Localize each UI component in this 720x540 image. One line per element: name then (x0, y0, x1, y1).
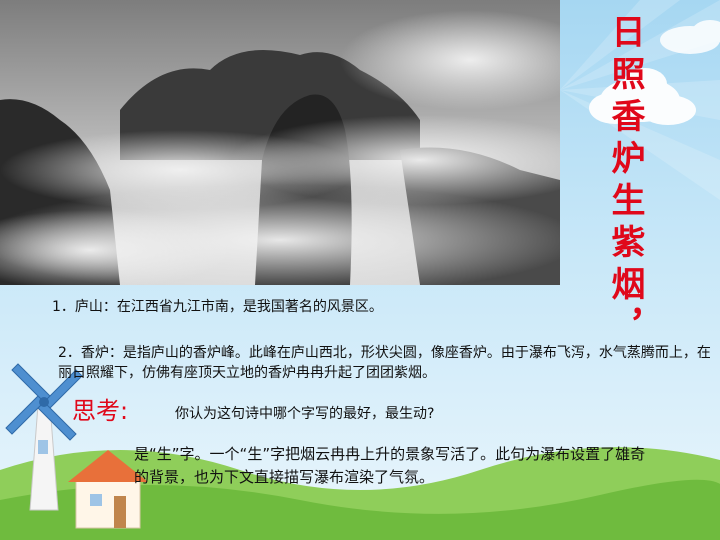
poem-title: 日照香炉生紫烟， (605, 14, 645, 350)
cloud-icon (589, 68, 696, 125)
misty-mountain-photo (0, 0, 560, 285)
windmill-icon (5, 363, 83, 511)
cloud-icon (660, 20, 720, 54)
think-answer: 是“生”字。一个“生”字把烟云冉冉上升的景象写活了。此句为瀑布设置了雄奇的背景，… (134, 445, 646, 486)
note-xianglu: 2．香炉：是指庐山的香炉峰。此峰在庐山西北，形状尖圆，像座香炉。由于瀑布飞泻，水… (58, 345, 711, 381)
think-question: 你认为这句诗中哪个字写的最好，最生动? (175, 406, 435, 422)
think-label: 思考: (72, 397, 129, 425)
note-lushan: 1．庐山：在江西省九江市南，是我国著名的风景区。 (52, 299, 383, 315)
house-icon (68, 450, 148, 529)
